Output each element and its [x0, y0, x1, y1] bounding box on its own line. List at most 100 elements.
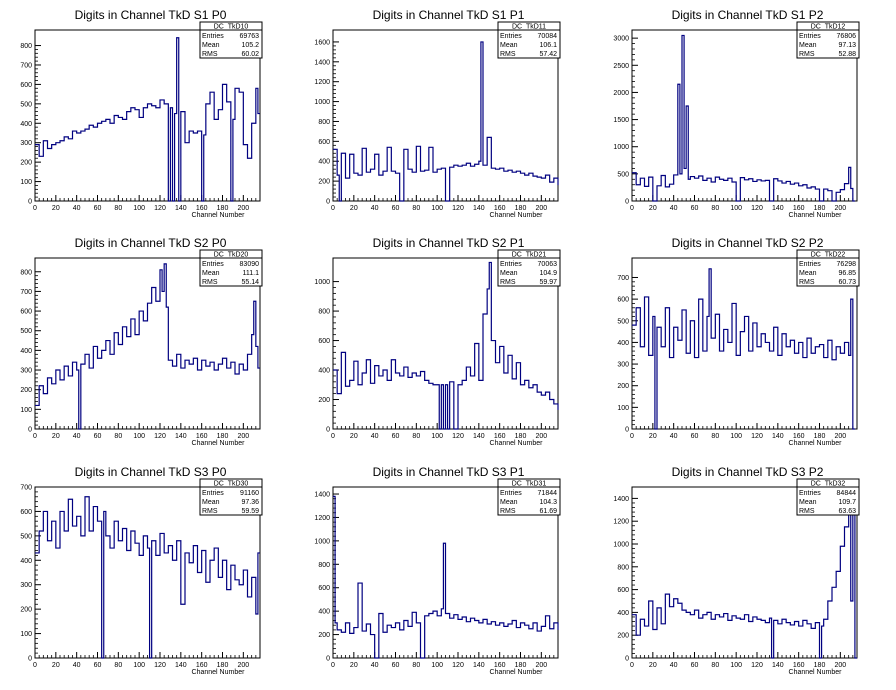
stats-entries-label: Entries	[799, 33, 821, 40]
stats-entries-value: 69763	[240, 33, 260, 40]
x-tick-label: 160	[494, 205, 506, 212]
y-tick-label: 600	[20, 509, 32, 516]
x-tick-label: 20	[649, 433, 657, 440]
x-tick-label: 200	[535, 205, 547, 212]
stats-mean-value: 104.3	[539, 499, 557, 506]
x-tick-label: 40	[371, 433, 379, 440]
x-tick-label: 20	[350, 662, 358, 669]
histogram-series	[333, 41, 559, 202]
stats-box-frame	[497, 478, 561, 516]
x-axis-label: Channel Number	[192, 212, 246, 219]
x-tick-label: 180	[217, 433, 229, 440]
x-tick-label: 40	[670, 205, 678, 212]
histogram-panel: Digits in Channel TkD S2 P00100200300400…	[20, 236, 263, 447]
x-tick-label: 160	[494, 433, 506, 440]
x-tick-label: 40	[73, 662, 81, 669]
y-tick-label: 400	[318, 368, 330, 375]
x-tick-label: 60	[94, 433, 102, 440]
x-tick-label: 20	[52, 662, 60, 669]
x-tick-label: 40	[670, 433, 678, 440]
stats-mean-value: 105.2	[241, 42, 259, 49]
stats-box: DC_TkD30 Entries 91160 Mean 97.36 RMS 59.59	[199, 478, 263, 516]
y-tick-label: 500	[617, 318, 629, 325]
y-tick-label: 100	[617, 405, 629, 412]
y-tick-label: 400	[20, 348, 32, 355]
x-tick-label: 60	[392, 662, 400, 669]
chart-title: Digits in Channel TkD S1 P0	[75, 8, 227, 22]
x-tick-label: 120	[452, 662, 464, 669]
stats-entries-value: 70063	[538, 261, 558, 268]
stats-name: DC_TkD30	[214, 481, 249, 488]
stats-box-frame	[497, 21, 561, 59]
y-tick-label: 1000	[314, 99, 330, 106]
x-tick-label: 140	[473, 205, 485, 212]
x-tick-label: 200	[834, 433, 846, 440]
x-tick-label: 160	[196, 433, 208, 440]
y-tick-label: 200	[617, 383, 629, 390]
stats-rms-label: RMS	[500, 51, 516, 58]
histogram-series	[632, 268, 855, 430]
x-tick-label: 140	[473, 433, 485, 440]
y-tick-label: 200	[318, 397, 330, 404]
y-tick-label: 1500	[613, 117, 629, 124]
x-tick-label: 80	[412, 433, 420, 440]
stats-box: DC_TkD11 Entries 70084 Mean 106.1 RMS 57.42	[497, 21, 561, 59]
stats-box: DC_TkD22 Entries 76298 Mean 96.85 RMS 60.73	[796, 249, 860, 287]
x-axis-label: Channel Number	[192, 669, 246, 676]
stats-rms-value: 59.97	[539, 279, 557, 286]
stats-rms-value: 52.88	[838, 51, 856, 58]
stats-entries-label: Entries	[202, 261, 224, 268]
y-tick-label: 300	[20, 140, 32, 147]
y-tick-label: 400	[318, 159, 330, 166]
y-tick-label: 400	[318, 609, 330, 616]
y-tick-label: 1000	[613, 542, 629, 549]
x-tick-label: 80	[412, 205, 420, 212]
x-tick-label: 0	[630, 662, 634, 669]
stats-rms-value: 63.63	[838, 508, 856, 515]
y-tick-label: 600	[617, 297, 629, 304]
stats-rms-label: RMS	[202, 51, 218, 58]
y-tick-label: 2500	[613, 63, 629, 70]
y-tick-label: 700	[20, 289, 32, 296]
chart-title: Digits in Channel TkD S2 P0	[75, 236, 227, 250]
x-tick-label: 20	[52, 433, 60, 440]
x-tick-label: 0	[331, 205, 335, 212]
histogram-series	[333, 261, 559, 430]
y-tick-label: 800	[20, 43, 32, 50]
histogram-panel: Digits in Channel TkD S1 P10200400600800…	[314, 8, 561, 219]
x-tick-label: 100	[730, 433, 742, 440]
x-axis-label: Channel Number	[789, 212, 843, 219]
stats-entries-value: 76806	[837, 33, 857, 40]
y-tick-label: 800	[617, 564, 629, 571]
histogram-panel: Digits in Channel TkD S2 P10200400600800…	[314, 236, 561, 447]
y-tick-label: 100	[20, 631, 32, 638]
y-tick-label: 400	[617, 610, 629, 617]
y-tick-label: 200	[318, 632, 330, 639]
y-tick-label: 0	[28, 427, 32, 434]
stats-entries-label: Entries	[799, 490, 821, 497]
histogram-series	[35, 37, 260, 202]
stats-mean-label: Mean	[799, 270, 817, 277]
x-axis-label: Channel Number	[789, 440, 843, 447]
x-tick-label: 160	[793, 205, 805, 212]
stats-box-frame	[199, 249, 263, 287]
x-tick-label: 180	[217, 205, 229, 212]
stats-rms-label: RMS	[202, 508, 218, 515]
x-tick-label: 40	[371, 662, 379, 669]
y-tick-label: 0	[625, 199, 629, 206]
y-tick-label: 200	[617, 633, 629, 640]
stats-rms-value: 61.69	[539, 508, 557, 515]
stats-rms-value: 55.14	[241, 279, 259, 286]
y-tick-label: 1000	[314, 279, 330, 286]
stats-box: DC_TkD32 Entries 84844 Mean 109.7 RMS 63.63	[796, 478, 860, 516]
histogram-panel: Digits in Channel TkD S3 P10200400600800…	[314, 465, 561, 676]
chart-title: Digits in Channel TkD S1 P2	[672, 8, 824, 22]
y-tick-label: 200	[20, 160, 32, 167]
stats-mean-label: Mean	[500, 42, 518, 49]
x-tick-label: 140	[772, 433, 784, 440]
x-tick-label: 140	[772, 205, 784, 212]
y-tick-label: 600	[318, 139, 330, 146]
chart-title: Digits in Channel TkD S1 P1	[373, 8, 525, 22]
y-tick-label: 500	[20, 101, 32, 108]
stats-rms-label: RMS	[799, 51, 815, 58]
